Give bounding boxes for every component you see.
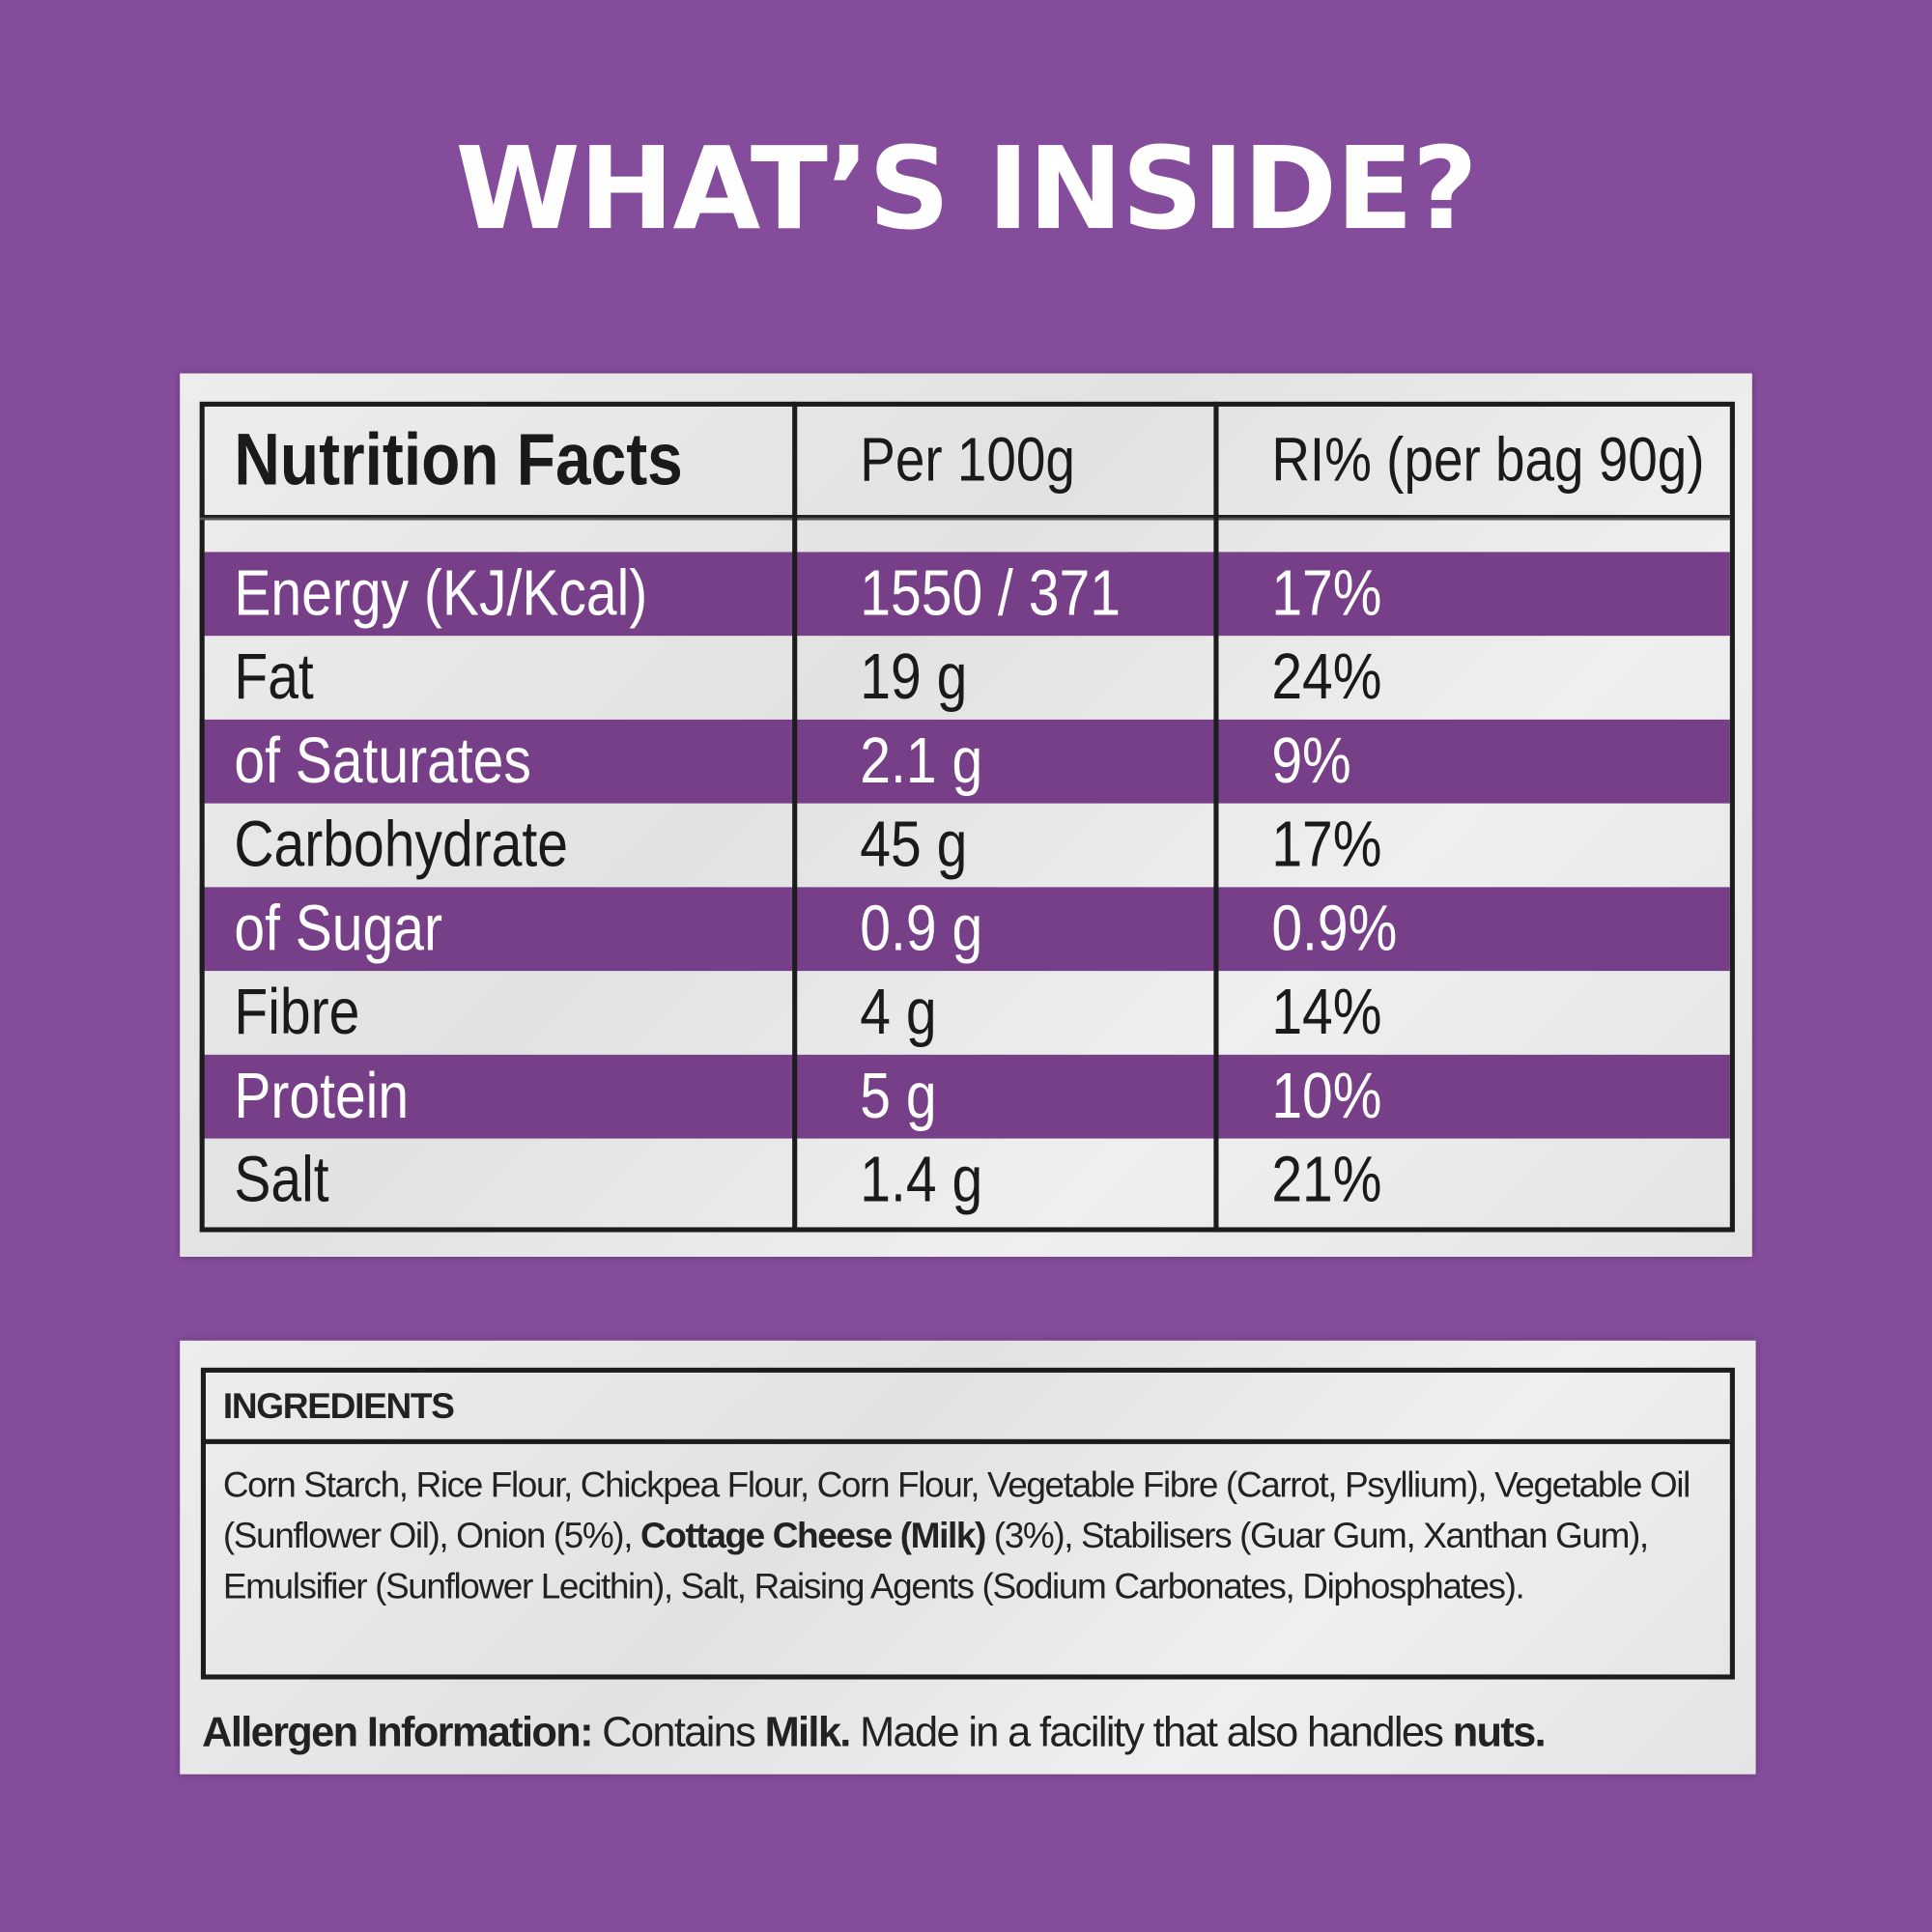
table-cell: 2.1 g [860,720,1003,804]
table-cell: 24% [1271,636,1400,720]
cell-text: 14% [1271,977,1382,1049]
cell-text: 0.9% [1271,893,1398,965]
cell-text: 17% [1271,810,1382,881]
cell-text: 21% [1271,1144,1382,1216]
column-header: Nutrition Facts [234,417,683,500]
cell-text: 45 g [860,810,968,881]
column-header: Per 100g [860,425,1075,495]
table-cell: Energy (KJ/Kcal) [234,552,715,636]
cell-text: Protein [234,1061,410,1133]
column-header-cell: RI% (per bag 90g) [1271,404,1775,515]
divider [206,1438,1730,1444]
table-cell: of Saturates [234,720,580,804]
cell-text: 10% [1271,1061,1382,1133]
table-cell: 45 g [860,804,984,888]
table-cell: Carbohydrate [234,804,622,888]
text-segment: nuts. [1452,1709,1547,1756]
table-cell: 9% [1271,720,1364,804]
cell-text: 1550 / 371 [860,557,1121,630]
text-segment: Corn Starch, Rice Flour, Chickpea Flour,… [222,1465,1698,1556]
table-cell: of Sugar [234,887,476,971]
cell-text: Energy (KJ/Kcal) [234,557,648,630]
allergen-text: Allergen Information: Contains Milk. Mad… [202,1708,1547,1758]
text-segment: Milk. [764,1709,852,1756]
row-stripe [199,887,1730,972]
cell-text: Fibre [234,977,360,1049]
cell-text: 24% [1271,641,1382,714]
table-cell: 17% [1271,552,1400,636]
row-stripe [199,1054,1730,1139]
table-cell: 5 g [860,1055,949,1139]
column-header-cell: Per 100g [860,404,1110,515]
table-cell: 19 g [860,636,984,720]
cell-text: Salt [234,1144,329,1216]
cell-text: 4 g [860,977,937,1049]
table-cell: 14% [1271,971,1400,1055]
cell-text: 5 g [860,1061,937,1133]
ingredients-card: INGREDIENTS Corn Starch, Rice Flour, Chi… [180,1340,1756,1775]
cell-text: 2.1 g [860,725,983,798]
ingredients-text: Corn Starch, Rice Flour, Chickpea Flour,… [223,1462,1720,1613]
table-border [199,401,1735,1233]
cell-text: Carbohydrate [234,810,568,881]
table-cell: Fibre [234,971,380,1055]
text-segment: (3%), Stabilisers (Guar Gum, Xanthan Gum… [222,1517,1657,1607]
table-cell: 10% [1271,1055,1400,1139]
cell-text: 0.9 g [860,893,983,965]
row-stripe [199,719,1730,804]
text-segment: Made in a facility that also handles [849,1709,1453,1756]
ingredients-heading: INGREDIENTS [222,1387,455,1428]
cell-text: 9% [1271,725,1351,798]
table-cell: Fat [234,636,327,720]
table-cell: 0.9 g [860,887,1003,971]
cell-text: 17% [1271,557,1382,630]
column-divider [1213,401,1219,1233]
text-segment: Allergen Information: [202,1709,593,1756]
table-cell: Protein [234,1055,437,1139]
cell-text: Fat [234,641,314,714]
column-header: RI% (per bag 90g) [1271,425,1705,495]
subheader-line [199,517,1730,521]
nutrition-card: Nutrition Facts Per 100g RI% (per bag 90g)… [180,373,1752,1258]
cell-text: 1.4 g [860,1144,983,1216]
table-cell: Salt [234,1139,344,1223]
table-cell: 0.9% [1271,887,1417,971]
page-title: WHAT’S INSIDE? [455,123,1477,256]
table-cell: 4 g [860,971,949,1055]
column-divider [792,401,798,1233]
row-stripe [199,552,1730,637]
text-segment: Contains [591,1709,765,1756]
table-cell: 1550 / 371 [860,552,1162,636]
text-segment: Cottage Cheese (Milk) [639,1517,986,1556]
table-cell: 21% [1271,1139,1400,1223]
cell-text: 19 g [860,641,968,714]
table-cell: 1.4 g [860,1139,1003,1223]
ingredients-box: INGREDIENTS Corn Starch, Rice Flour, Chi… [200,1367,1735,1680]
cell-text: of Saturates [234,725,531,798]
table-cell: 17% [1271,804,1400,888]
column-header-cell: Nutrition Facts [234,404,755,515]
cell-text: of Sugar [234,893,442,965]
